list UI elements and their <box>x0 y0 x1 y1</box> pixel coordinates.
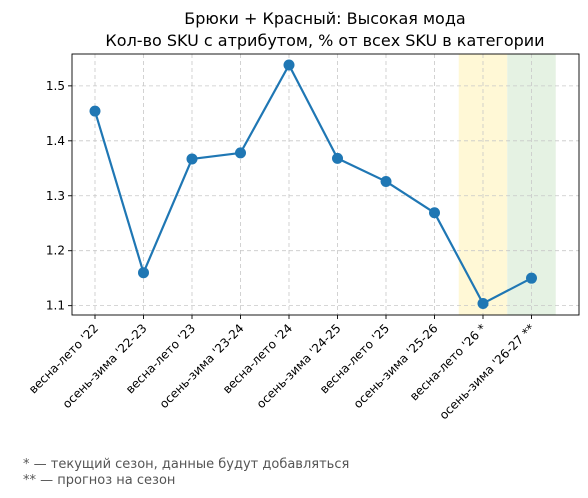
data-point <box>89 105 101 117</box>
chart-subtitle: Кол-во SKU с атрибутом, % от всех SKU в … <box>105 31 544 50</box>
data-point <box>477 297 489 309</box>
x-tick-label: осень-зима '26-27 ** <box>437 321 538 422</box>
axes-frame <box>71 53 580 316</box>
data-point <box>235 147 246 159</box>
data-point <box>526 272 537 284</box>
data-point <box>332 152 343 164</box>
y-tick-label: 1.5 <box>46 79 65 93</box>
data-point <box>380 175 392 187</box>
data-point <box>429 207 440 219</box>
x-tick-label: осень-зима '25-26 <box>351 321 441 411</box>
x-tick-label: осень-зима '24-25 <box>254 321 344 411</box>
data-point <box>138 267 149 279</box>
y-tick-label: 1.4 <box>46 134 65 148</box>
data-point <box>283 59 295 71</box>
x-tick-label: осень-зима '22-23 <box>60 321 150 411</box>
x-tick-label: осень-зима '23-24 <box>157 321 247 411</box>
data-point <box>186 153 198 165</box>
highlight-band-8 <box>458 54 508 315</box>
y-tick-label: 1.3 <box>46 189 65 203</box>
y-tick-label: 1.2 <box>46 244 65 258</box>
y-tick-label: 1.1 <box>46 299 65 313</box>
chart-title: Брюки + Красный: Высокая мода <box>184 9 465 28</box>
series-line <box>93 63 533 305</box>
footnote-forecast: ** — прогноз на сезон <box>23 473 176 488</box>
footnote-current-season: * — текущий сезон, данные будут добавлят… <box>23 457 350 472</box>
